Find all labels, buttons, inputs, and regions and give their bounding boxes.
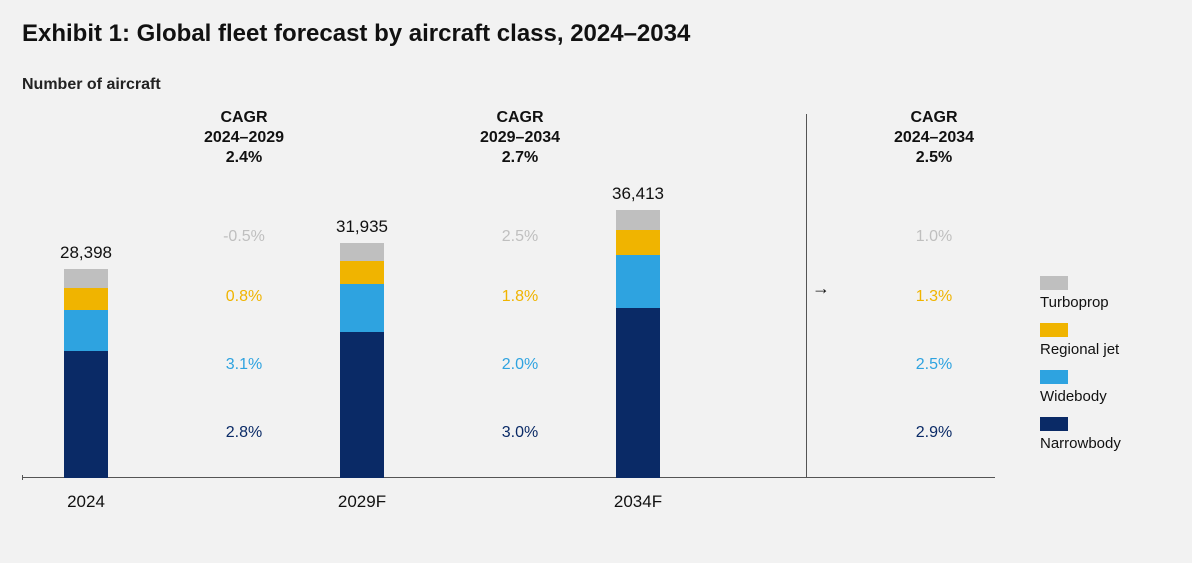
legend-label: Turboprop [1040, 294, 1170, 311]
legend-label: Widebody [1040, 388, 1170, 405]
bar-segment-widebody [64, 310, 108, 351]
cagr-header-line: 2.7% [430, 148, 610, 168]
bar-total-label: 28,398 [41, 243, 131, 263]
bar-segment-widebody [616, 255, 660, 308]
cagr-header-line: 2.4% [154, 148, 334, 168]
bar-segment-narrowbody [616, 308, 660, 478]
bar-segment-turboprop [616, 210, 660, 230]
bar-segment-regional_jet [616, 230, 660, 255]
cagr-header-line: 2024–2034 [844, 128, 1024, 148]
cagr-header-line: 2024–2029 [154, 128, 334, 148]
cagr-value: 3.0% [430, 424, 610, 442]
legend-item-widebody: Widebody [1040, 370, 1170, 405]
bar-segment-widebody [340, 284, 384, 332]
legend-swatch-icon [1040, 323, 1068, 337]
cagr-header-line: CAGR [430, 108, 610, 128]
cagr-value: -0.5% [154, 228, 334, 246]
bar-segment-turboprop [64, 269, 108, 287]
cagr-value: 2.0% [430, 356, 610, 374]
cagr-column: CAGR2029–20342.7%2.5%1.8%2.0%3.0% [430, 108, 610, 168]
bar-segment-regional_jet [340, 261, 384, 284]
cagr-header-line: 2029–2034 [430, 128, 610, 148]
cagr-value: 2.8% [154, 424, 334, 442]
x-axis-tick-label: 2029F [338, 492, 386, 512]
cagr-header-line: CAGR [154, 108, 334, 128]
legend-swatch-icon [1040, 370, 1068, 384]
legend-item-regional_jet: Regional jet [1040, 323, 1170, 358]
cagr-header-line: 2.5% [844, 148, 1024, 168]
cagr-value: 1.3% [844, 288, 1024, 306]
cagr-value: 2.5% [844, 356, 1024, 374]
section-divider [806, 114, 807, 478]
legend: Turboprop Regional jet Widebody Narrowbody [1040, 276, 1170, 464]
cagr-value: 3.1% [154, 356, 334, 374]
x-axis-tick-label: 2024 [67, 492, 105, 512]
bar-stack [616, 210, 660, 478]
bar-stack [340, 243, 384, 478]
bar-segment-narrowbody [340, 332, 384, 478]
cagr-value: 1.8% [430, 288, 610, 306]
bar-stack [64, 269, 108, 478]
bar-segment-regional_jet [64, 288, 108, 310]
bar-segment-narrowbody [64, 351, 108, 478]
cagr-value: 1.0% [844, 228, 1024, 246]
x-axis-tick-label: 2034F [614, 492, 662, 512]
x-axis-line [22, 477, 995, 478]
legend-label: Narrowbody [1040, 435, 1170, 452]
exhibit-container: Exhibit 1: Global fleet forecast by airc… [0, 0, 1192, 563]
legend-swatch-icon [1040, 276, 1068, 290]
y-axis-label: Number of aircraft [22, 76, 1170, 94]
cagr-column: CAGR2024–20342.5%1.0%1.3%2.5%2.9% [844, 108, 1024, 168]
cagr-column: CAGR2024–20292.4%-0.5%0.8%3.1%2.8% [154, 108, 334, 168]
arrow-icon: → [812, 278, 830, 299]
legend-swatch-icon [1040, 417, 1068, 431]
cagr-value: 0.8% [154, 288, 334, 306]
legend-item-turboprop: Turboprop [1040, 276, 1170, 311]
legend-item-narrowbody: Narrowbody [1040, 417, 1170, 452]
bar-total-label: 36,413 [593, 184, 683, 204]
exhibit-title: Exhibit 1: Global fleet forecast by airc… [22, 20, 1170, 48]
chart-area: 28,398202431,9352029F36,4132034FCAGR2024… [22, 108, 1170, 518]
cagr-value: 2.5% [430, 228, 610, 246]
bar-segment-turboprop [340, 243, 384, 261]
legend-label: Regional jet [1040, 341, 1170, 358]
cagr-value: 2.9% [844, 424, 1024, 442]
cagr-header-line: CAGR [844, 108, 1024, 128]
